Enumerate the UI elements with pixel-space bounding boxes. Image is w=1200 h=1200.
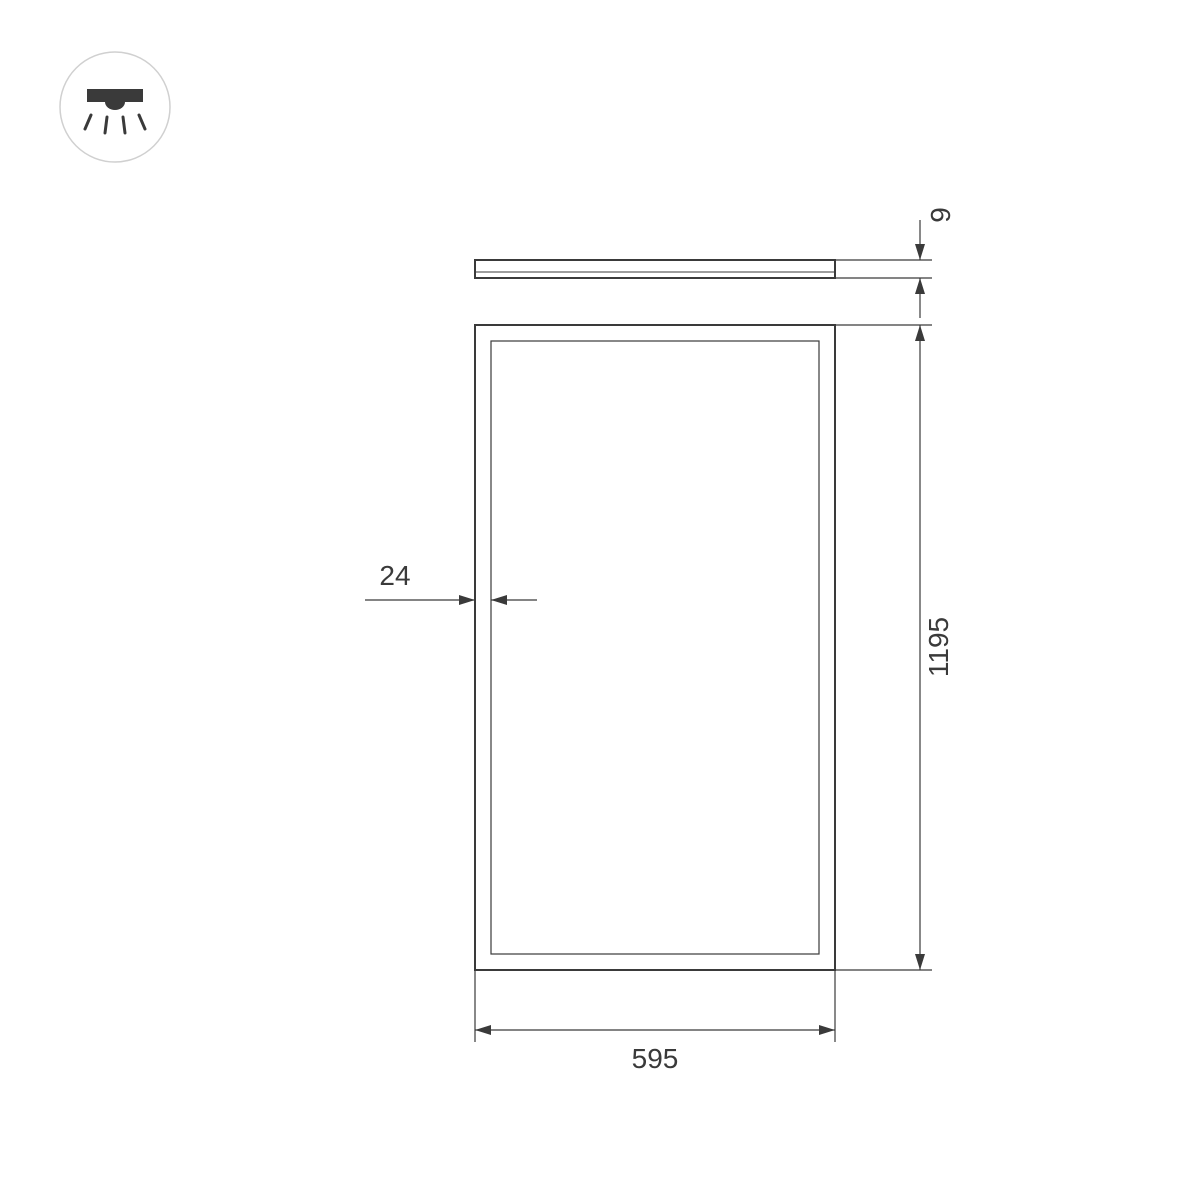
dim-frame: 24 [365, 560, 537, 605]
dim-height: 1195 [835, 325, 954, 970]
side-profile [475, 260, 835, 278]
front-view [475, 325, 835, 970]
dim-height-label: 1195 [923, 617, 954, 677]
dim-width: 595 [475, 970, 835, 1074]
dim-frame-label: 24 [379, 560, 410, 591]
dim-width-label: 595 [632, 1043, 679, 1074]
ceiling-light-icon [60, 52, 170, 162]
dim-thickness-label: 9 [925, 207, 956, 223]
technical-drawing: 9 1195 595 24 [0, 0, 1200, 1200]
dim-thickness: 9 [835, 207, 956, 318]
